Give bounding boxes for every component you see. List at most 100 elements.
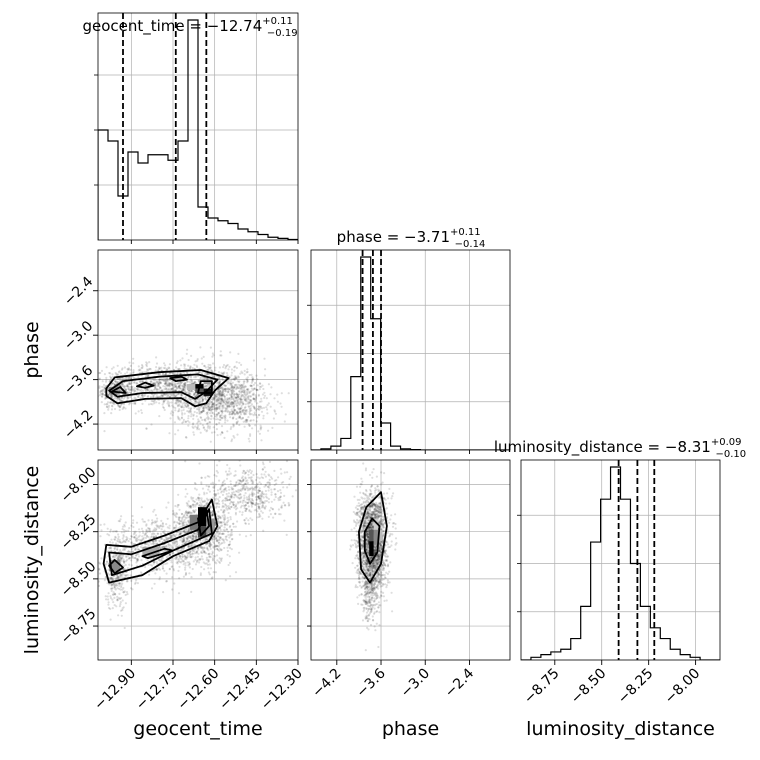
sample-point (187, 500, 190, 503)
sample-point (266, 485, 269, 489)
sample-point (194, 509, 197, 512)
sample-point (111, 598, 114, 601)
sample-point (202, 355, 205, 358)
sample-point (211, 403, 214, 406)
sample-point (184, 390, 187, 393)
sample-point (201, 376, 204, 379)
sample-point (156, 568, 159, 571)
sample-point (206, 546, 209, 549)
sample-point (179, 549, 182, 553)
sample-point (201, 399, 204, 402)
sample-point (122, 606, 125, 609)
sample-point (224, 499, 227, 502)
sample-point (258, 512, 261, 515)
sample-point (158, 415, 161, 418)
sample-point (265, 493, 268, 496)
sample-point (191, 538, 194, 541)
sample-point (117, 614, 120, 617)
sample-point (207, 558, 210, 561)
sample-point (208, 407, 211, 410)
sample-point (218, 399, 221, 402)
sample-point (219, 517, 222, 520)
sample-point (231, 491, 234, 494)
sample-point (108, 583, 111, 586)
sample-point (243, 373, 246, 376)
sample-point (160, 546, 164, 549)
sample-point (237, 411, 240, 414)
sample-point (216, 393, 219, 396)
sample-point (229, 480, 232, 483)
sample-point (217, 522, 220, 525)
sample-point (178, 560, 181, 564)
sample-point (194, 558, 197, 561)
sample-point (219, 536, 222, 539)
sample-point (267, 481, 270, 484)
sample-point (262, 529, 265, 532)
sample-point (165, 387, 168, 390)
sample-point (147, 536, 150, 539)
sample-point (244, 509, 247, 513)
sample-point (177, 401, 180, 404)
sample-point (146, 368, 149, 371)
sample-point (119, 405, 122, 408)
sample-point (121, 537, 124, 540)
sample-point (222, 372, 225, 375)
sample-point (233, 506, 236, 509)
sample-point (203, 404, 206, 407)
sample-point (210, 414, 213, 417)
sample-point (193, 510, 196, 513)
sample-point (153, 582, 156, 585)
sample-point (195, 371, 198, 374)
sample-point (246, 388, 249, 391)
sample-point (231, 387, 234, 390)
sample-point (196, 546, 199, 550)
sample-point (200, 396, 203, 400)
sample-point (261, 504, 264, 507)
sample-point (184, 396, 187, 399)
sample-point (136, 558, 139, 561)
sample-point (103, 523, 106, 526)
sample-point (181, 555, 184, 559)
sample-point (109, 401, 112, 404)
sample-point (212, 554, 215, 558)
sample-point (233, 375, 236, 378)
sample-point (134, 401, 137, 404)
sample-point (150, 380, 153, 383)
sample-point (153, 382, 156, 385)
sample-point (133, 396, 136, 399)
sample-point (199, 405, 203, 408)
sample-point (111, 541, 114, 544)
sample-point (177, 385, 180, 388)
sample-point (203, 377, 206, 380)
sample-point (121, 384, 124, 388)
sample-point (192, 503, 195, 506)
sample-point (228, 555, 231, 558)
sample-point (109, 577, 112, 580)
sample-point (215, 538, 218, 541)
sample-point (228, 502, 232, 505)
sample-point (103, 412, 106, 415)
sample-point (115, 576, 118, 580)
sample-point (123, 378, 126, 381)
sample-point (270, 491, 273, 494)
sample-point (165, 580, 168, 583)
hist-step-geocent_time (98, 19, 298, 240)
sample-point (190, 381, 193, 384)
sample-point (120, 396, 123, 400)
sample-point (134, 539, 138, 542)
sample-point (219, 410, 222, 413)
sample-point (185, 556, 189, 560)
sample-point (154, 384, 157, 387)
sample-point (101, 390, 104, 393)
sample-point (195, 534, 198, 537)
sample-point (185, 572, 188, 576)
sample-point (116, 553, 119, 556)
sample-point (273, 483, 276, 487)
sample-point (106, 405, 109, 408)
sample-point (235, 398, 238, 401)
sample-point (253, 387, 256, 390)
sample-point (186, 380, 189, 383)
sample-point (111, 375, 114, 378)
sample-point (209, 421, 212, 424)
sample-point (110, 549, 113, 553)
